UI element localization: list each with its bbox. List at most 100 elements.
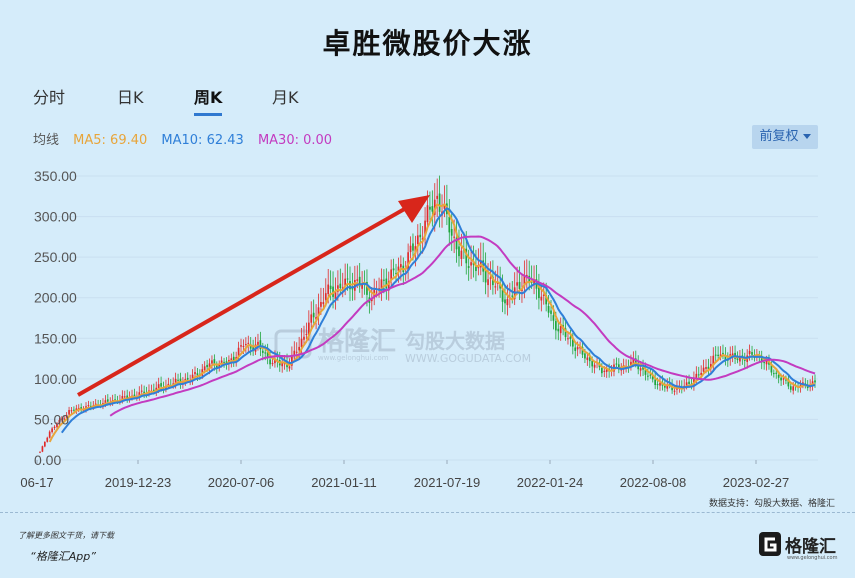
candle — [576, 347, 579, 350]
candle — [460, 250, 463, 259]
y-tick-label: 250.00 — [34, 249, 77, 265]
candle — [586, 357, 589, 360]
ma5-line — [48, 203, 816, 443]
candle — [211, 360, 213, 364]
tab-weekly[interactable]: 周K — [194, 88, 223, 107]
candle — [157, 384, 160, 389]
candle — [760, 355, 763, 363]
candle — [58, 419, 61, 425]
candle — [700, 372, 703, 376]
ma-lines — [48, 203, 816, 443]
candle — [789, 386, 792, 390]
candle — [409, 245, 412, 253]
candle — [412, 243, 414, 251]
candle — [332, 286, 334, 297]
candle — [639, 368, 642, 371]
candle — [697, 374, 700, 376]
candle — [356, 279, 359, 281]
adjust-dropdown[interactable]: 前复权 — [752, 125, 818, 149]
candle — [310, 314, 313, 323]
candle — [269, 359, 271, 365]
x-tick-label: 2021-01-11 — [311, 475, 377, 490]
candle — [538, 287, 540, 299]
candle — [710, 363, 712, 369]
candle — [329, 285, 332, 290]
candle — [172, 383, 175, 385]
candle — [739, 356, 741, 362]
candle — [126, 395, 129, 399]
x-tick-label: 06-17 — [20, 475, 53, 490]
candle — [695, 373, 698, 378]
candle — [617, 364, 620, 370]
candle — [138, 392, 141, 397]
ma10-value: MA10: 62.43 — [161, 133, 244, 148]
candle — [504, 299, 506, 304]
candle — [242, 345, 245, 347]
candle — [814, 380, 816, 383]
candle — [559, 325, 562, 334]
candle — [281, 363, 284, 367]
candle — [213, 359, 216, 365]
x-tick-label: 2019-12-23 — [105, 475, 172, 490]
candle — [346, 278, 349, 280]
candle — [257, 341, 259, 346]
candle — [518, 281, 521, 289]
candle — [261, 350, 264, 353]
logo-subtext: www.gelonghui.com — [787, 555, 838, 561]
x-tick-label: 2023-02-27 — [723, 475, 790, 490]
source-note: 数据支持：勾股大数据、格隆汇 — [708, 499, 835, 509]
candle — [206, 364, 208, 368]
candle — [772, 373, 775, 375]
candle — [322, 302, 325, 305]
candle — [458, 246, 460, 257]
candle — [545, 294, 548, 305]
candle — [724, 355, 727, 360]
candle — [673, 390, 676, 392]
candle — [271, 363, 274, 365]
candle — [707, 366, 710, 370]
candle — [516, 282, 518, 286]
candle — [443, 203, 446, 209]
candle — [400, 264, 402, 268]
candle — [552, 315, 555, 321]
candle — [383, 279, 385, 281]
candle — [160, 383, 162, 387]
candle — [245, 344, 247, 346]
candle — [140, 390, 143, 392]
y-tick-label: 50.00 — [34, 411, 69, 427]
candle — [378, 288, 380, 290]
y-tick-label: 0.00 — [34, 452, 61, 468]
tab-monthly[interactable]: 月K — [272, 88, 299, 107]
candle — [123, 396, 126, 398]
candle — [196, 373, 199, 376]
candle — [426, 205, 429, 223]
y-axis: 350.00 300.00 250.00 200.00 150.00 100.00 50.0… — [34, 168, 77, 468]
candle — [298, 346, 300, 351]
candle — [465, 248, 468, 264]
candle — [392, 268, 395, 271]
candle — [501, 289, 504, 302]
candle — [300, 338, 303, 348]
candle — [424, 220, 426, 235]
tab-daily[interactable]: 日K — [117, 88, 144, 107]
candle — [688, 381, 690, 385]
candle — [528, 275, 531, 283]
candle — [475, 266, 477, 272]
tab-intraday[interactable]: 分时 — [33, 88, 66, 107]
candle — [615, 363, 618, 365]
candle — [87, 405, 90, 407]
watermark-brand-url: www.gelonghui.com — [318, 354, 389, 362]
candle — [564, 328, 567, 338]
candle — [584, 353, 586, 359]
candle — [317, 307, 320, 316]
candle — [288, 366, 291, 369]
candle — [540, 296, 543, 301]
candle — [68, 410, 70, 415]
candle — [56, 423, 58, 427]
candle — [571, 339, 574, 347]
x-axis: 06-17 2019-12-23 2020-07-06 2021-01-11 2021-… — [20, 460, 789, 490]
candle — [380, 279, 383, 290]
x-tick-label: 2022-01-24 — [517, 475, 584, 490]
candle — [337, 285, 339, 292]
